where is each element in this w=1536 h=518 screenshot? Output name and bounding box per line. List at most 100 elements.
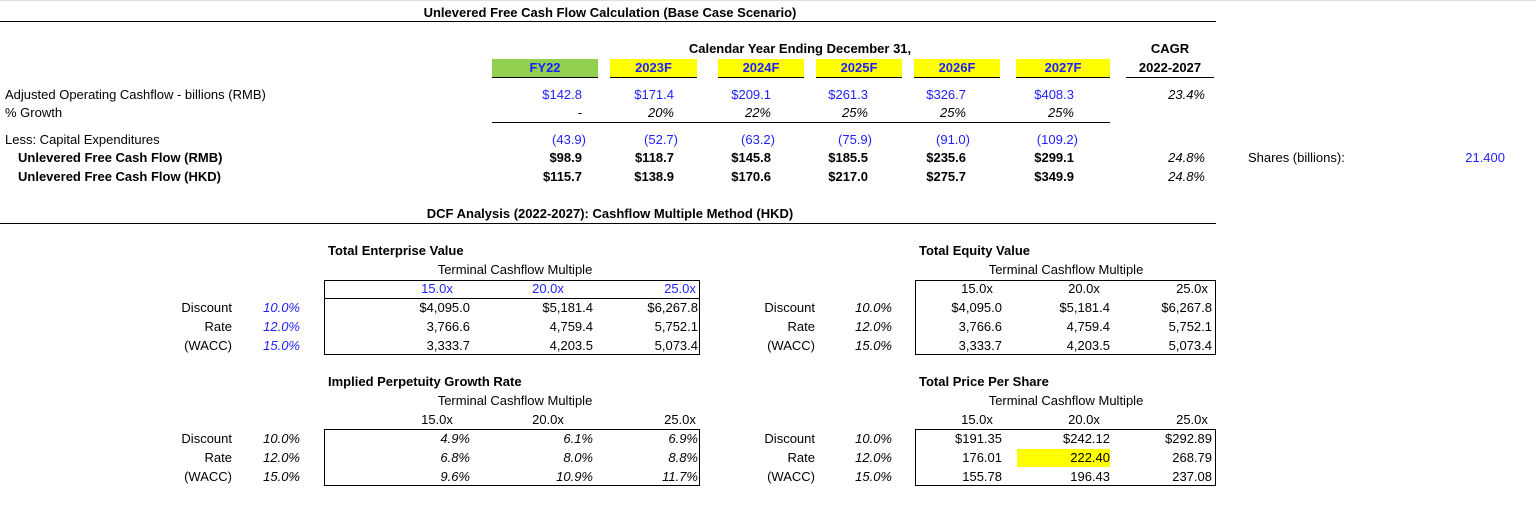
grid-value: 4.9% xyxy=(440,431,470,446)
row-value: $115.7 xyxy=(542,169,582,184)
year-cell xyxy=(1016,59,1110,78)
row-label: Less: Capital Expenditures xyxy=(5,132,160,147)
row-value: $171.4 xyxy=(634,87,674,102)
row-value: 25% xyxy=(841,105,868,120)
rule-line xyxy=(0,223,1216,224)
row-value: $118.7 xyxy=(634,150,674,165)
grid-value: $5,181.4 xyxy=(542,300,593,315)
grid-title: Total Price Per Share xyxy=(919,374,1049,389)
grid-value: 9.6% xyxy=(440,469,470,484)
discount-rate: 12.0% xyxy=(855,450,892,465)
row-label: Unlevered Free Cash Flow (RMB) xyxy=(18,150,223,165)
discount-rate: 15.0% xyxy=(855,469,892,484)
row-value: (63.2) xyxy=(741,132,775,147)
rule-line xyxy=(0,21,1216,22)
grid-value: 4,759.4 xyxy=(1066,319,1110,334)
grid-subtitle: Terminal Cashflow Multiple xyxy=(437,262,593,277)
column-header: 20.0x xyxy=(532,281,564,296)
grid-value: 6.1% xyxy=(563,431,593,446)
year-cell xyxy=(610,59,697,78)
period-label: Calendar Year Ending December 31, xyxy=(688,41,912,56)
grid-value: 5,073.4 xyxy=(1168,338,1212,353)
year-header: FY22 xyxy=(529,60,561,75)
discount-rate: 15.0% xyxy=(263,469,300,484)
highlight-cell xyxy=(1017,449,1110,467)
grid-value: 3,766.6 xyxy=(426,319,470,334)
column-header: 25.0x xyxy=(1176,281,1208,296)
grid-value: $242.12 xyxy=(1063,431,1110,446)
row-label: (WACC) xyxy=(767,338,815,353)
grid-value: $4,095.0 xyxy=(951,300,1002,315)
column-header: 25.0x xyxy=(1176,412,1208,427)
row-value: $275.7 xyxy=(926,169,966,184)
row-value: $261.3 xyxy=(828,87,868,102)
row-value: $326.7 xyxy=(926,87,966,102)
grid-subtitle: Terminal Cashflow Multiple xyxy=(988,393,1144,408)
grid-value: 176.01 xyxy=(962,450,1002,465)
page-title: Unlevered Free Cash Flow Calculation (Ba… xyxy=(423,5,797,20)
discount-rate: 10.0% xyxy=(263,300,300,315)
row-value: $138.9 xyxy=(634,169,674,184)
row-label: (WACC) xyxy=(184,469,232,484)
row-value: $349.9 xyxy=(1034,169,1074,184)
row-value: $145.8 xyxy=(731,150,771,165)
column-header: 20.0x xyxy=(532,412,564,427)
rule-line xyxy=(324,298,700,299)
grid-value: 155.78 xyxy=(962,469,1002,484)
grid-box xyxy=(324,429,700,486)
year-header: 2024F xyxy=(742,60,780,75)
year-header: 2026F xyxy=(938,60,976,75)
row-value: $142.8 xyxy=(542,87,582,102)
grid-value: 8.8% xyxy=(668,450,698,465)
row-value: 22% xyxy=(744,105,771,120)
grid-value: $191.35 xyxy=(955,431,1002,446)
column-header: 15.0x xyxy=(421,412,453,427)
row-value: $408.3 xyxy=(1034,87,1074,102)
row-value: - xyxy=(577,105,582,120)
year-cell xyxy=(914,59,1000,78)
discount-rate: 12.0% xyxy=(855,319,892,334)
discount-rate: 15.0% xyxy=(855,338,892,353)
year-header: 2027F xyxy=(1044,60,1082,75)
shares-label: Shares (billions): xyxy=(1248,150,1345,165)
row-label: Discount xyxy=(181,300,232,315)
grid-value: 222.40 xyxy=(1070,450,1110,465)
grid-value: 3,333.7 xyxy=(426,338,470,353)
row-label: Discount xyxy=(764,300,815,315)
row-value: (52.7) xyxy=(644,132,678,147)
row-value: 20% xyxy=(647,105,674,120)
discount-rate: 12.0% xyxy=(263,450,300,465)
grid-value: $6,267.8 xyxy=(647,300,698,315)
row-label: Discount xyxy=(764,431,815,446)
rule-line xyxy=(1126,77,1214,78)
discount-rate: 10.0% xyxy=(855,431,892,446)
grid-box xyxy=(915,280,1216,355)
row-label: Rate xyxy=(787,450,815,465)
column-header: 25.0x xyxy=(664,281,696,296)
grid-value: 5,752.1 xyxy=(1168,319,1212,334)
column-header: 20.0x xyxy=(1068,412,1100,427)
grid-value: 11.7% xyxy=(662,469,698,484)
row-value: $217.0 xyxy=(828,169,868,184)
discount-rate: 10.0% xyxy=(263,431,300,446)
grid-value: 10.9% xyxy=(556,469,593,484)
discount-rate: 15.0% xyxy=(263,338,300,353)
discount-rate: 12.0% xyxy=(263,319,300,334)
column-header: 15.0x xyxy=(961,412,993,427)
grid-value: 3,766.6 xyxy=(958,319,1002,334)
grid-value: 4,203.5 xyxy=(549,338,593,353)
cagr-value: 24.8% xyxy=(1168,150,1205,165)
row-value: $299.1 xyxy=(1034,150,1074,165)
grid-value: 8.0% xyxy=(563,450,593,465)
row-value: (75.9) xyxy=(838,132,872,147)
row-value: 25% xyxy=(939,105,966,120)
shares-value: 21.400 xyxy=(1465,150,1505,165)
row-value: (109.2) xyxy=(1036,132,1078,147)
row-value: (43.9) xyxy=(552,132,586,147)
grid-value: 268.79 xyxy=(1172,450,1212,465)
grid-title: Implied Perpetuity Growth Rate xyxy=(328,374,522,389)
grid-title: Total Enterprise Value xyxy=(328,243,464,258)
grid-value: 4,203.5 xyxy=(1066,338,1110,353)
cagr-label: CAGR xyxy=(1150,41,1190,56)
